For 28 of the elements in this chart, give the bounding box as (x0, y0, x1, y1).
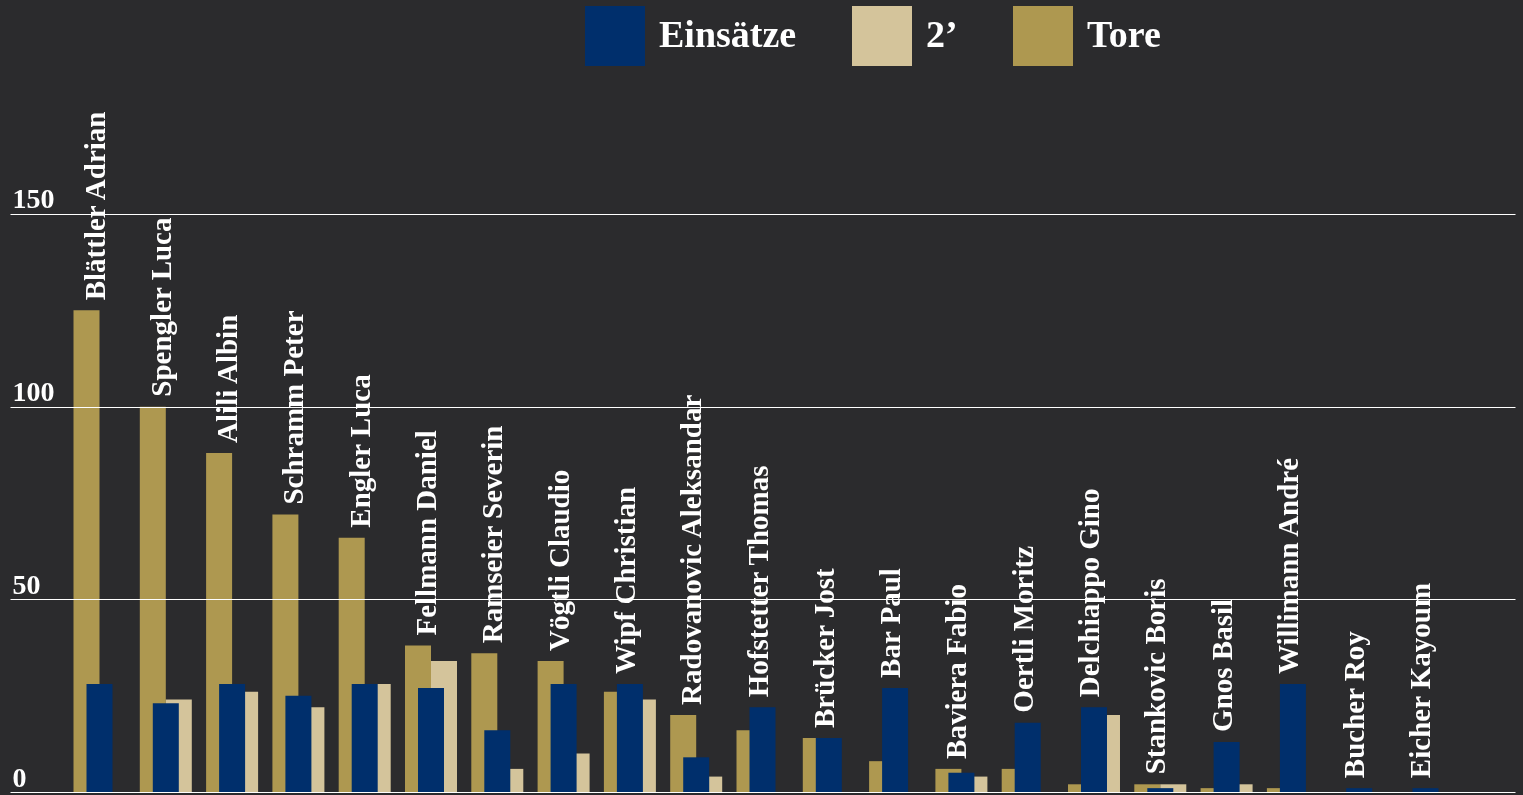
x-tick-label: Stankovic Boris (1139, 578, 1172, 775)
x-tick-label: Blättler Adrian (78, 111, 111, 301)
y-tick-label: 50 (12, 568, 41, 600)
y-tick-label: 150 (12, 183, 55, 215)
x-tick-label: Oertli Moritz (1006, 545, 1039, 713)
x-tick-label: Ramseier Severin (476, 425, 509, 644)
legend-label: Tore (1087, 13, 1161, 55)
x-tick-label: Fellmann Daniel (410, 430, 442, 636)
x-tick-label: Bar Paul (874, 568, 907, 678)
legend-label: Einsätze (659, 13, 797, 55)
x-tick-label: Willimann André (1271, 457, 1304, 675)
y-tick-label: 0 (12, 761, 27, 793)
x-tick-label: Schramm Peter (277, 310, 310, 505)
x-tick-label: Hofstetter Thomas (741, 465, 774, 698)
x-tick-label: Engler Luca (343, 373, 376, 528)
x-tick-label: Brücker Jost (807, 567, 840, 729)
x-tick-label: Wipf Christian (608, 486, 641, 675)
x-tick-label: Alili Albin (211, 314, 244, 443)
x-tick-label: Gnos Basil (1205, 598, 1238, 732)
x-tick-label: Bucher Roy (1338, 630, 1371, 779)
y-tick-label: 100 (12, 376, 55, 408)
x-tick-label: Delchiappo Gino (1073, 488, 1105, 698)
legend-label: 2’ (926, 13, 958, 55)
x-tick-label: Eicher Kayoum (1404, 582, 1437, 779)
x-tick-label: Spengler Luca (144, 217, 177, 397)
x-tick-label: Radovanovic Aleksandar (675, 394, 708, 705)
x-tick-label: Vögtli Claudio (542, 469, 575, 651)
x-tick-label: Baviera Fabio (940, 584, 973, 759)
